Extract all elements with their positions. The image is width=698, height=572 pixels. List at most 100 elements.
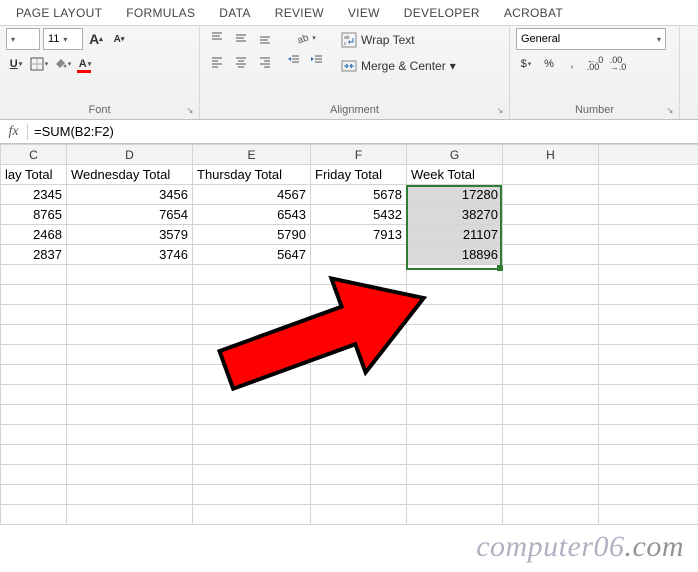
cell[interactable] [407, 425, 503, 445]
cell[interactable] [311, 385, 407, 405]
cell[interactable] [67, 325, 193, 345]
cell[interactable] [599, 345, 698, 365]
cell[interactable] [1, 425, 67, 445]
tab-page-layout[interactable]: PAGE LAYOUT [4, 2, 114, 24]
cell[interactable]: 7654 [67, 205, 193, 225]
cell[interactable] [503, 425, 599, 445]
cell[interactable] [599, 425, 698, 445]
cell[interactable] [503, 445, 599, 465]
cell-selected[interactable]: 38270 [407, 205, 503, 225]
cell[interactable] [503, 245, 599, 265]
cell[interactable] [311, 465, 407, 485]
decrease-decimal-button[interactable]: .00 →.0 [608, 54, 628, 74]
cell[interactable] [311, 425, 407, 445]
cell[interactable] [503, 205, 599, 225]
tab-formulas[interactable]: FORMULAS [114, 2, 207, 24]
cell[interactable] [193, 445, 311, 465]
cell[interactable] [599, 225, 698, 245]
cell[interactable] [193, 285, 311, 305]
cell[interactable] [311, 305, 407, 325]
cell[interactable]: 7913 [311, 225, 407, 245]
cell-selected[interactable]: 18896 [407, 245, 503, 265]
cell[interactable] [407, 305, 503, 325]
cell[interactable] [311, 445, 407, 465]
cell[interactable] [193, 265, 311, 285]
col-header-h[interactable]: H [503, 145, 599, 165]
cell[interactable] [1, 365, 67, 385]
cell[interactable] [407, 285, 503, 305]
cell[interactable] [599, 385, 698, 405]
cell[interactable] [503, 265, 599, 285]
font-dialog-launcher[interactable]: ↘ [183, 103, 197, 117]
cell[interactable] [67, 405, 193, 425]
align-center-button[interactable] [230, 52, 252, 72]
cell[interactable] [503, 185, 599, 205]
cell[interactable] [503, 365, 599, 385]
cell[interactable] [1, 265, 67, 285]
fill-color-button[interactable]: ▾ [52, 54, 72, 74]
col-header-blank[interactable] [599, 145, 698, 165]
cell[interactable] [311, 345, 407, 365]
currency-button[interactable]: $ ▾ [516, 54, 536, 74]
cell[interactable] [503, 505, 599, 525]
increase-decimal-button[interactable]: ←.0 .00 [585, 54, 605, 74]
cell[interactable]: 8765 [1, 205, 67, 225]
cell[interactable] [311, 405, 407, 425]
cell[interactable] [599, 165, 698, 185]
cell[interactable] [193, 425, 311, 445]
cell[interactable] [503, 305, 599, 325]
cell[interactable] [503, 225, 599, 245]
tab-acrobat[interactable]: ACROBAT [492, 2, 575, 24]
cell[interactable] [193, 385, 311, 405]
cell[interactable] [193, 305, 311, 325]
cell[interactable] [599, 205, 698, 225]
cell[interactable] [599, 465, 698, 485]
cell[interactable] [311, 265, 407, 285]
alignment-dialog-launcher[interactable]: ↘ [493, 103, 507, 117]
cell[interactable] [1, 305, 67, 325]
cell[interactable] [311, 505, 407, 525]
cell[interactable] [599, 285, 698, 305]
cell[interactable] [67, 465, 193, 485]
cell-selected[interactable]: 21107 [407, 225, 503, 245]
cell[interactable] [67, 445, 193, 465]
cell[interactable] [599, 505, 698, 525]
cell[interactable] [67, 485, 193, 505]
number-format-combo[interactable]: General ▾ [516, 28, 666, 50]
cell[interactable]: 2837 [1, 245, 67, 265]
cell[interactable] [407, 365, 503, 385]
cell[interactable] [1, 405, 67, 425]
cell[interactable]: 5647 [193, 245, 311, 265]
cell[interactable] [67, 505, 193, 525]
increase-indent-button[interactable] [307, 50, 327, 70]
cell[interactable] [311, 365, 407, 385]
col-header-e[interactable]: E [193, 145, 311, 165]
cell[interactable] [503, 345, 599, 365]
cell[interactable]: 5790 [193, 225, 311, 245]
cell[interactable] [599, 485, 698, 505]
cell[interactable]: 2468 [1, 225, 67, 245]
align-left-button[interactable] [206, 52, 228, 72]
cell[interactable] [193, 505, 311, 525]
cell[interactable] [193, 465, 311, 485]
cell[interactable] [1, 505, 67, 525]
cell[interactable]: Wednesday Total [67, 165, 193, 185]
cell[interactable] [1, 325, 67, 345]
cell[interactable]: 5678 [311, 185, 407, 205]
cell[interactable] [599, 185, 698, 205]
cell[interactable] [599, 405, 698, 425]
cell-selected[interactable]: 17280 [407, 185, 503, 205]
align-right-button[interactable] [254, 52, 276, 72]
cell[interactable] [599, 325, 698, 345]
cell[interactable] [503, 465, 599, 485]
merge-center-button[interactable]: Merge & Center ▾ [337, 54, 460, 78]
cell[interactable] [193, 405, 311, 425]
cell[interactable] [503, 385, 599, 405]
cell[interactable]: 4567 [193, 185, 311, 205]
formula-input[interactable] [28, 124, 698, 139]
decrease-font-button[interactable]: A▾ [109, 29, 129, 49]
cell[interactable] [67, 425, 193, 445]
cell[interactable]: Friday Total [311, 165, 407, 185]
cell[interactable] [407, 405, 503, 425]
cell[interactable] [407, 465, 503, 485]
